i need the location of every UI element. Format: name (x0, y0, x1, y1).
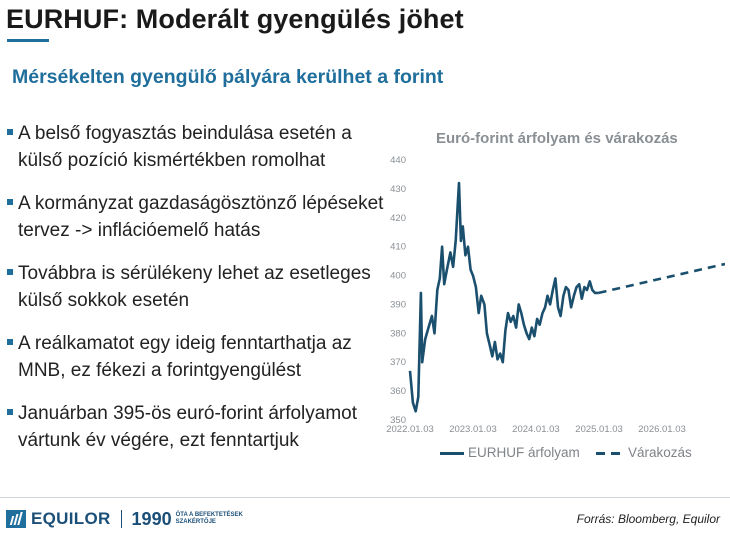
bullet-text: Januárban 395-ös euró-forint árfolyamot … (18, 403, 358, 451)
solid-line-swatch-icon (440, 451, 464, 455)
y-tick-label: 440 (390, 155, 406, 166)
bullet-square-icon (7, 129, 13, 135)
y-tick-label: 370 (390, 357, 406, 368)
bullet-square-icon (7, 199, 13, 205)
legend-item-history: EURHUF árfolyam (440, 445, 580, 460)
x-tick-label: 2026.01.03 (638, 424, 686, 435)
series-line-eurhuf (408, 181, 599, 413)
source-note: Forrás: Bloomberg, Equilor (576, 512, 720, 526)
bullet-square-icon (7, 409, 13, 415)
legend-item-forecast: Várakozás (596, 445, 692, 460)
legend-label-forecast: Várakozás (628, 445, 692, 460)
bullet-item: A reálkamatot egy ideig fenntarthatja az… (7, 330, 387, 384)
x-tick-label: 2024.01.03 (512, 424, 560, 435)
dashed-line-swatch-icon (596, 451, 624, 455)
y-tick-label: 390 (390, 299, 406, 310)
logo-year: 1990 (131, 508, 172, 529)
eurhuf-chart: 350 360 370 380 390 400 410 420 430 440 2022.01.03… (386, 155, 725, 435)
bullet-item: A belső fogyasztás beindulása esetén a k… (7, 120, 387, 174)
bullet-text: A reálkamatot egy ideig fenntarthatja az… (18, 333, 352, 381)
bullet-square-icon (7, 339, 13, 345)
y-tick-label: 350 (390, 415, 406, 426)
series-line-forecast (598, 262, 725, 295)
logo-brand: EQUILOR (31, 509, 111, 528)
title-underline (7, 39, 49, 42)
x-tick-label: 2022.01.03 (386, 424, 434, 435)
bullet-list: A belső fogyasztás beindulása esetén a k… (7, 120, 387, 470)
bullet-item: Januárban 395-ös euró-forint árfolyamot … (7, 400, 387, 454)
logo-tagline-line-1: ÓTA A BEFEKTETÉSEK (175, 512, 243, 518)
bullet-text: A belső fogyasztás beindulása esetén a k… (18, 123, 352, 171)
slide-title: EURHUF: Moderált gyengülés jöhet (6, 4, 464, 34)
y-tick-label: 400 (390, 271, 406, 282)
bullet-text: A kormányzat gazdaságösztönző lépéseket … (18, 193, 384, 241)
y-tick-label: 410 (390, 242, 406, 253)
chart-title: Euró-forint árfolyam és várakozás (436, 130, 678, 147)
logo-tagline-line-2: SZAKÉRTŐJE (175, 519, 216, 525)
x-tick-label: 2025.01.03 (575, 424, 623, 435)
slide-subtitle: Mérsékelten gyengülő pályára kerülhet a … (12, 66, 444, 88)
logo-tagline: ÓTA A BEFEKTETÉSEK SZAKÉRTŐJE (176, 512, 243, 526)
bullet-item: A kormányzat gazdaságösztönző lépéseket … (7, 190, 387, 244)
y-tick-label: 420 (390, 213, 406, 224)
y-tick-label: 360 (390, 386, 406, 397)
y-tick-label: 430 (390, 184, 406, 195)
bullet-item: Továbbra is sérülékeny lehet az esetlege… (7, 260, 387, 314)
logo-separator (120, 510, 122, 528)
bullet-square-icon (7, 269, 13, 275)
footer-divider (0, 497, 730, 498)
y-tick-label: 380 (390, 328, 406, 339)
equilor-logo: EQUILOR 1990 ÓTA A BEFEKTETÉSEK SZAKÉRTŐ… (6, 509, 243, 529)
bullet-text: Továbbra is sérülékeny lehet az esetlege… (18, 263, 371, 311)
x-tick-label: 2023.01.03 (449, 424, 497, 435)
legend-label-history: EURHUF árfolyam (468, 445, 580, 460)
equilor-mark-icon (6, 510, 26, 528)
